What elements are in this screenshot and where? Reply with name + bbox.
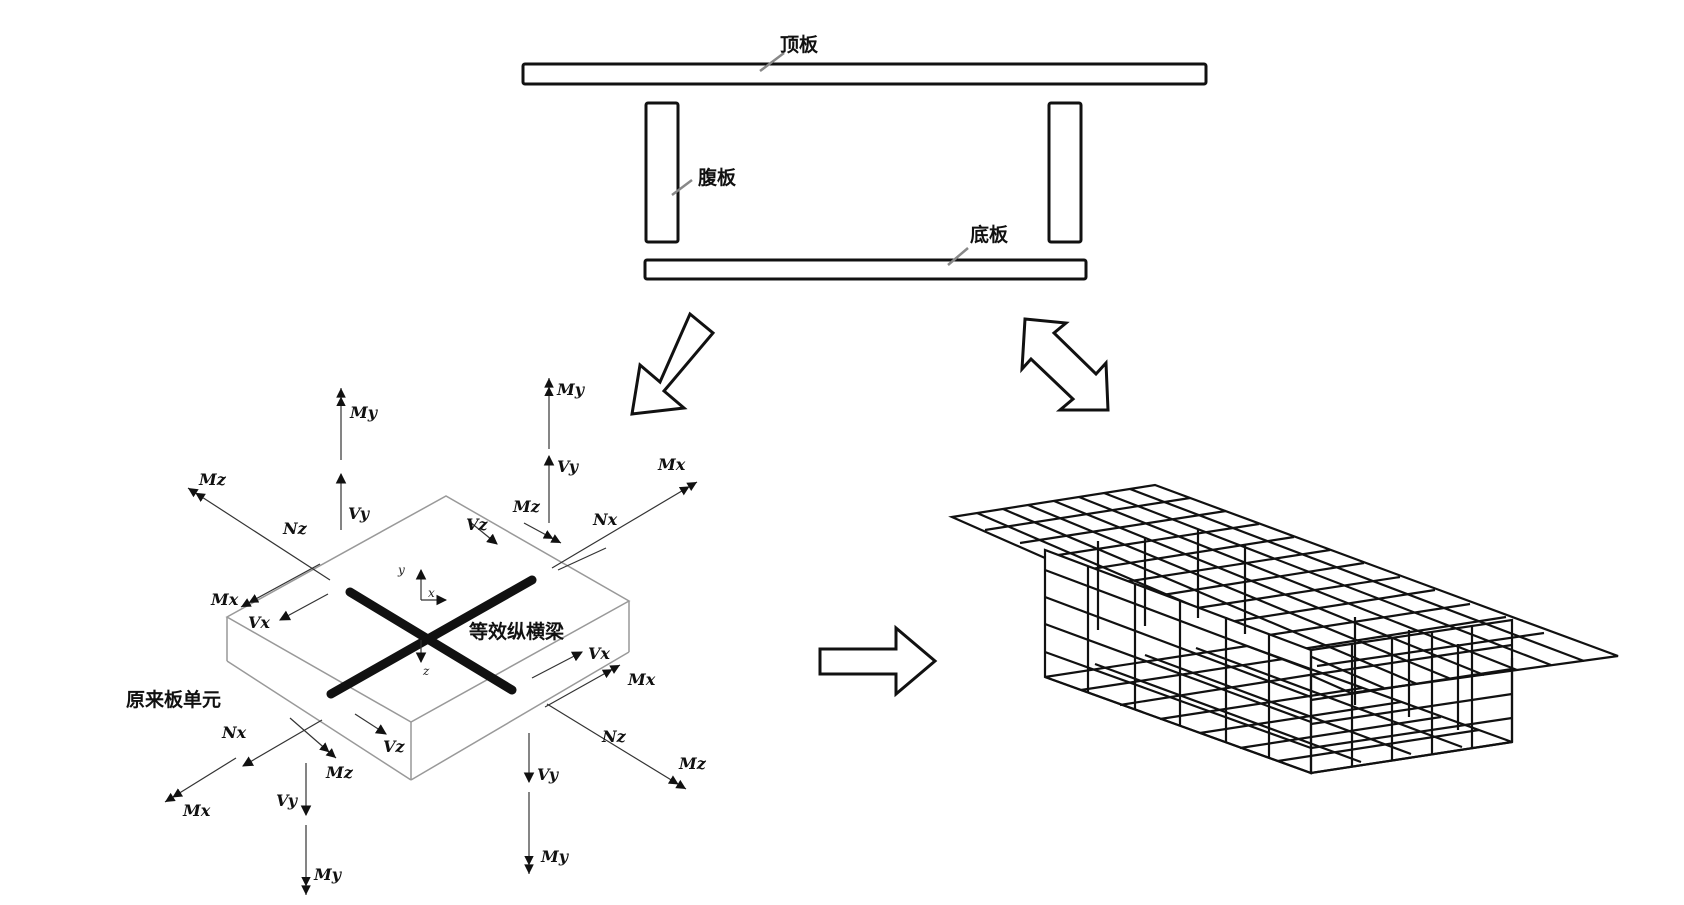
force-label-vx-1: Vx <box>248 613 270 632</box>
left-web-plate <box>644 101 680 244</box>
axis-label-y: y <box>397 563 405 577</box>
force-label-mx-1: Mx <box>210 590 239 609</box>
original-plate-element-label: 原来板单元 <box>126 688 221 711</box>
grillage-beam-longitudinal <box>326 575 537 699</box>
force-label-nz-2: Nz <box>601 727 627 746</box>
grillage-mesh-model <box>948 483 1619 775</box>
force-label-vy-2: Vy <box>557 457 580 476</box>
force-label-mx-2: Mx <box>657 455 686 474</box>
force-label-vx-2: Vx <box>588 644 610 663</box>
force-label-mx-3: Mx <box>627 670 656 689</box>
plate-element-diagram: 等效纵横梁 y x z 原来板单元 Vy My Vy My Mz Nz Mx V… <box>126 378 707 895</box>
bottom-plate <box>643 258 1088 281</box>
force-label-my-3: My <box>540 847 570 866</box>
force-label-mx-4: Mx <box>182 801 211 820</box>
force-label-mz-3: Mz <box>678 754 707 773</box>
top-plate-label: 顶板 <box>780 33 819 56</box>
axis-label-x: x <box>428 586 435 600</box>
force-label-nx-2: Nx <box>221 723 247 742</box>
bottom-plate-label: 底板 <box>970 223 1009 246</box>
equivalent-grillage-label: 等效纵横梁 <box>468 620 565 643</box>
bottom-plate-leader <box>947 247 969 266</box>
web-plate-label: 腹板 <box>697 166 737 189</box>
web-plate-leader <box>671 179 693 196</box>
top-plate <box>521 62 1208 86</box>
force-label-vz-2: Vz <box>383 737 405 756</box>
right-arrow-icon <box>818 624 938 698</box>
force-label-my-1: My <box>349 403 379 422</box>
force-label-nx-1: Nx <box>592 510 618 529</box>
force-label-vy-3: Vy <box>537 765 560 784</box>
down-left-arrow-icon <box>630 311 716 416</box>
axis-label-z: z <box>422 664 430 678</box>
force-label-mz-4: Mz <box>325 763 354 782</box>
force-label-my-2: My <box>556 380 586 399</box>
force-label-my-4: My <box>313 865 343 884</box>
force-label-nz-1: Nz <box>282 519 308 538</box>
right-web-plate <box>1047 101 1083 244</box>
double-headed-arrow-icon <box>1020 317 1110 412</box>
force-label-mz-2: Mz <box>512 497 541 516</box>
force-label-mz-1: Mz <box>198 470 227 489</box>
force-label-vy-4: Vy <box>276 791 299 810</box>
force-label-vz-1: Vz <box>466 515 488 534</box>
force-label-vy-1: Vy <box>348 504 371 523</box>
box-girder-section: 顶板 腹板 底板 <box>521 33 1208 281</box>
top-plate-leader <box>759 52 785 72</box>
